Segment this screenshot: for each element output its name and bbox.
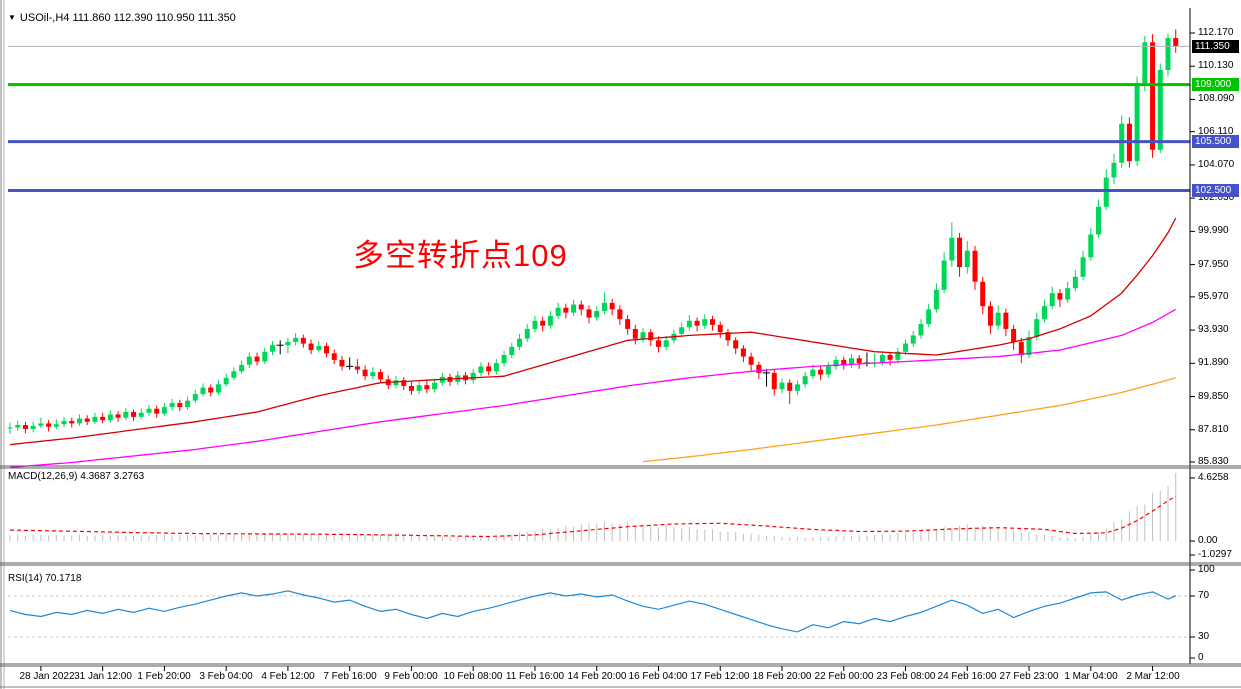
time-tick-label: 11 Feb 16:00 (505, 671, 565, 682)
time-tick-label: 1 Feb 20:00 (137, 671, 191, 682)
time-tick-label: 3 Feb 04:00 (199, 671, 253, 682)
price-level-label: 109.000 (1192, 78, 1239, 91)
rsi-tick-label: 0 (1198, 652, 1204, 663)
rsi-tick-label: 30 (1198, 631, 1210, 642)
price-tick-label: 99.990 (1198, 225, 1229, 236)
symbol-ohlc-text: USOil-,H4 111.860 112.390 110.950 111.35… (19, 12, 236, 24)
rsi-indicator-label: RSI(14) 70.1718 (8, 573, 82, 584)
price-tick-label: 89.850 (1198, 391, 1229, 402)
price-tick-label: 110.130 (1198, 60, 1234, 71)
macd-tick-label: 4.6258 (1198, 472, 1229, 483)
price-tick-label: 106.110 (1198, 126, 1234, 137)
macd-tick-label: 0.00 (1198, 535, 1218, 546)
time-tick-label: 18 Feb 20:00 (752, 671, 812, 682)
price-tick-label: 104.070 (1198, 159, 1235, 170)
time-tick-label: 9 Feb 00:00 (384, 671, 438, 682)
chart-text-annotation[interactable]: 多空转折点109 (353, 238, 568, 273)
time-tick-label: 4 Feb 12:00 (261, 671, 315, 682)
time-tick-label: 31 Jan 12:00 (74, 671, 132, 682)
time-tick-label: 16 Feb 04:00 (628, 671, 688, 682)
rsi-tick-label: 70 (1198, 590, 1210, 601)
time-tick-label: 14 Feb 20:00 (567, 671, 627, 682)
price-tick-label: 87.810 (1198, 424, 1229, 435)
time-tick-label: 2 Mar 12:00 (1126, 671, 1180, 682)
time-tick-label: 24 Feb 16:00 (937, 671, 997, 682)
price-tick-label: 85.830 (1198, 456, 1229, 467)
macd-tick-label: -1.0297 (1198, 549, 1232, 560)
price-level-label: 102.500 (1192, 184, 1239, 197)
price-tick-label: 108.090 (1198, 93, 1235, 104)
price-tick-label: 95.970 (1198, 291, 1229, 302)
time-tick-label: 1 Mar 04:00 (1064, 671, 1118, 682)
price-tick-label: 97.950 (1198, 259, 1229, 270)
price-tick-label: 93.930 (1198, 324, 1229, 335)
price-tick-label: 91.890 (1198, 357, 1229, 368)
price-tick-label: 112.170 (1198, 27, 1234, 38)
price-level-label: 105.500 (1192, 135, 1239, 148)
time-tick-label: 10 Feb 08:00 (443, 671, 503, 682)
price-level-label: 111.350 (1192, 40, 1239, 53)
time-tick-label: 7 Feb 16:00 (323, 671, 377, 682)
time-tick-label: 22 Feb 00:00 (814, 671, 874, 682)
time-tick-label: 23 Feb 08:00 (876, 671, 936, 682)
time-tick-label: 17 Feb 12:00 (690, 671, 750, 682)
time-tick-label: 27 Feb 23:00 (999, 671, 1059, 682)
symbol-dropdown-icon[interactable]: ▼ (8, 13, 16, 22)
symbol-header: ▼ USOil-,H4 111.860 112.390 110.950 111.3… (8, 12, 236, 24)
time-tick-label: 28 Jan 2022 (19, 671, 75, 682)
rsi-tick-label: 100 (1198, 564, 1215, 575)
price-tick-label: 102.030 (1198, 192, 1235, 203)
macd-indicator-label: MACD(12,26,9) 4.3687 3.2763 (8, 471, 145, 482)
